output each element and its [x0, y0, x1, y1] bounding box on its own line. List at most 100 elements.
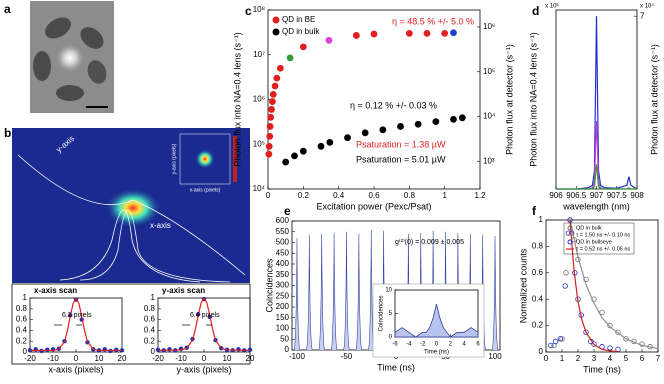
y-tick-label: 10: [385, 288, 392, 294]
x-tick-label: -10: [175, 354, 187, 363]
legend-label: QD in bulk: [282, 27, 320, 36]
y-tick-label: 10⁵: [253, 139, 265, 148]
y-multiplier: x 10⁶: [545, 3, 559, 10]
data-point: [414, 120, 422, 128]
x-tick-label: 0.2: [298, 191, 310, 200]
y-tick-label: 0: [389, 335, 393, 341]
data-point: [325, 36, 333, 44]
heatmap: y-axis x-axis x-axis (pixels) y-axis (pi…: [12, 128, 250, 283]
x-tick-label: 4: [462, 342, 466, 348]
data-point: [282, 158, 290, 166]
plot-title: x-axis scan: [34, 286, 77, 295]
data-point: [265, 142, 273, 150]
y2-tick-label: 10⁵: [483, 67, 495, 76]
y-tick-label: 1: [151, 293, 156, 302]
data-line: [569, 219, 619, 353]
data-point: [291, 152, 298, 160]
data-point: [450, 115, 457, 123]
heatmap-axis-label: x-axis: [150, 221, 171, 230]
data-point: [423, 29, 431, 37]
y-tick-label: 0.4: [16, 326, 28, 335]
x-tick-label: -2: [420, 342, 426, 348]
x-tick-label: 20: [246, 354, 255, 363]
y-tick-label: 0.6: [532, 268, 544, 277]
x-tick-label: 0.4: [333, 191, 345, 200]
data-point: [591, 341, 597, 347]
x-tick-label: 10: [95, 354, 104, 363]
legend-marker: [272, 16, 280, 24]
x-axis-label: Excitation power (Pexc/Psat): [316, 201, 431, 211]
y2-tick-label: 10⁶: [483, 22, 495, 31]
data-point: [299, 43, 307, 51]
x-axis-label: x-axis (pixels): [48, 364, 103, 374]
y-tick-label: 150: [276, 313, 290, 322]
data-point: [559, 336, 565, 342]
x-tick-label: 907.5: [607, 191, 628, 200]
x-tick-label: 0: [266, 191, 271, 200]
annotation: Psaturation = 1.38 µW: [356, 139, 446, 149]
panel-label: b: [4, 126, 11, 140]
data-point: [405, 29, 413, 37]
y-tick-label: 0: [539, 347, 544, 356]
data-point: [458, 114, 466, 122]
x-tick-label: 6: [640, 354, 645, 363]
data-line: [556, 16, 638, 190]
legend-marker: [272, 28, 280, 36]
data-point: [450, 29, 457, 37]
x-tick-label: 0.6: [368, 191, 380, 200]
y2-tick-label: 10³: [483, 156, 495, 165]
annotation: η = 48.5 % +/- 5.0 %: [392, 16, 474, 26]
data-point: [286, 54, 294, 62]
x-tick-label: 6: [476, 342, 480, 348]
data-point: [273, 74, 281, 82]
data-point: [269, 91, 277, 98]
x-tick-label: 4: [608, 354, 613, 363]
y-tick-label: 300: [276, 281, 290, 290]
x-tick-label: 0: [74, 354, 79, 363]
y2-tick-label: 7: [640, 11, 645, 20]
y-tick-label: 0: [151, 347, 156, 356]
y-tick-label: 450: [276, 248, 290, 257]
x-axis-label: Time (ns): [377, 362, 415, 372]
y-tick-label: 1: [539, 215, 544, 224]
x-tick-label: -20: [152, 354, 164, 363]
x-tick-label: 100: [488, 352, 502, 361]
data-point: [299, 147, 307, 155]
y-tick-label: 350: [276, 270, 290, 279]
annotation: 6.2 pixels: [62, 312, 92, 319]
x-tick-label: 2: [449, 342, 453, 348]
data-point: [269, 98, 276, 105]
data-point: [583, 276, 589, 283]
coincidence-peak: [318, 233, 325, 351]
y-tick-label: 200: [276, 302, 290, 311]
x-axis-label: wavelength (nm): [562, 201, 630, 211]
plot-frame: [545, 219, 659, 353]
x-tick-label: 20: [118, 354, 127, 363]
legend-label: QD in BE: [282, 15, 315, 24]
y-tick-label: 0.8: [532, 242, 544, 251]
legend-marker: [567, 239, 573, 245]
data-line: [569, 219, 659, 350]
data-point: [370, 30, 378, 38]
data-point: [563, 270, 569, 276]
x-tick-label: 1: [560, 354, 565, 363]
x-tick-label: 5: [624, 354, 629, 363]
legend-label: QD in bulk: [576, 225, 602, 231]
data-point: [352, 32, 360, 39]
y-tick-label: 0.2: [532, 321, 544, 330]
x-tick-label: 3: [592, 354, 597, 363]
y-axis-label: Coincidences: [379, 295, 385, 331]
data-point: [562, 283, 568, 289]
x-tick-label: 0: [544, 354, 549, 363]
y-tick-label: 5: [389, 311, 393, 317]
legend-label: τ = 1.50 ns +/- 0.10 ns: [576, 232, 630, 238]
data-point: [266, 123, 274, 130]
y2-axis-label: Photon flux at detector (s⁻¹): [649, 44, 659, 155]
annotation: Psaturation = 5.01 µW: [356, 154, 446, 164]
x-tick-label: -6: [392, 342, 398, 348]
panel-label: d: [532, 4, 539, 18]
panel-label: a: [4, 2, 11, 16]
data-area: [394, 304, 479, 338]
coincidence-peak: [293, 238, 301, 351]
data-point: [326, 138, 334, 146]
